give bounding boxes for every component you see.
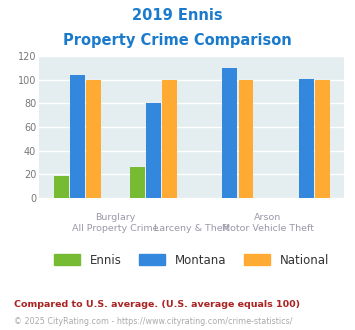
Bar	[70, 75, 84, 198]
Bar	[315, 80, 329, 198]
Text: Compared to U.S. average. (U.S. average equals 100): Compared to U.S. average. (U.S. average …	[14, 300, 300, 309]
Text: 2019 Ennis: 2019 Ennis	[132, 8, 223, 23]
Text: All Property Crime: All Property Crime	[72, 224, 159, 233]
Bar	[162, 80, 177, 198]
Text: Burglary: Burglary	[95, 214, 136, 222]
Legend: Ennis, Montana, National: Ennis, Montana, National	[50, 249, 334, 272]
Bar	[146, 103, 161, 198]
Text: Motor Vehicle Theft: Motor Vehicle Theft	[222, 224, 314, 233]
Text: Arson: Arson	[255, 214, 282, 222]
Bar	[299, 79, 313, 198]
Text: © 2025 CityRating.com - https://www.cityrating.com/crime-statistics/: © 2025 CityRating.com - https://www.city…	[14, 317, 293, 326]
Bar	[239, 80, 253, 198]
Bar	[86, 80, 100, 198]
Bar	[223, 68, 237, 198]
Text: Property Crime Comparison: Property Crime Comparison	[63, 33, 292, 48]
Bar	[54, 176, 69, 198]
Bar	[130, 167, 145, 198]
Text: Larceny & Theft: Larceny & Theft	[154, 224, 230, 233]
